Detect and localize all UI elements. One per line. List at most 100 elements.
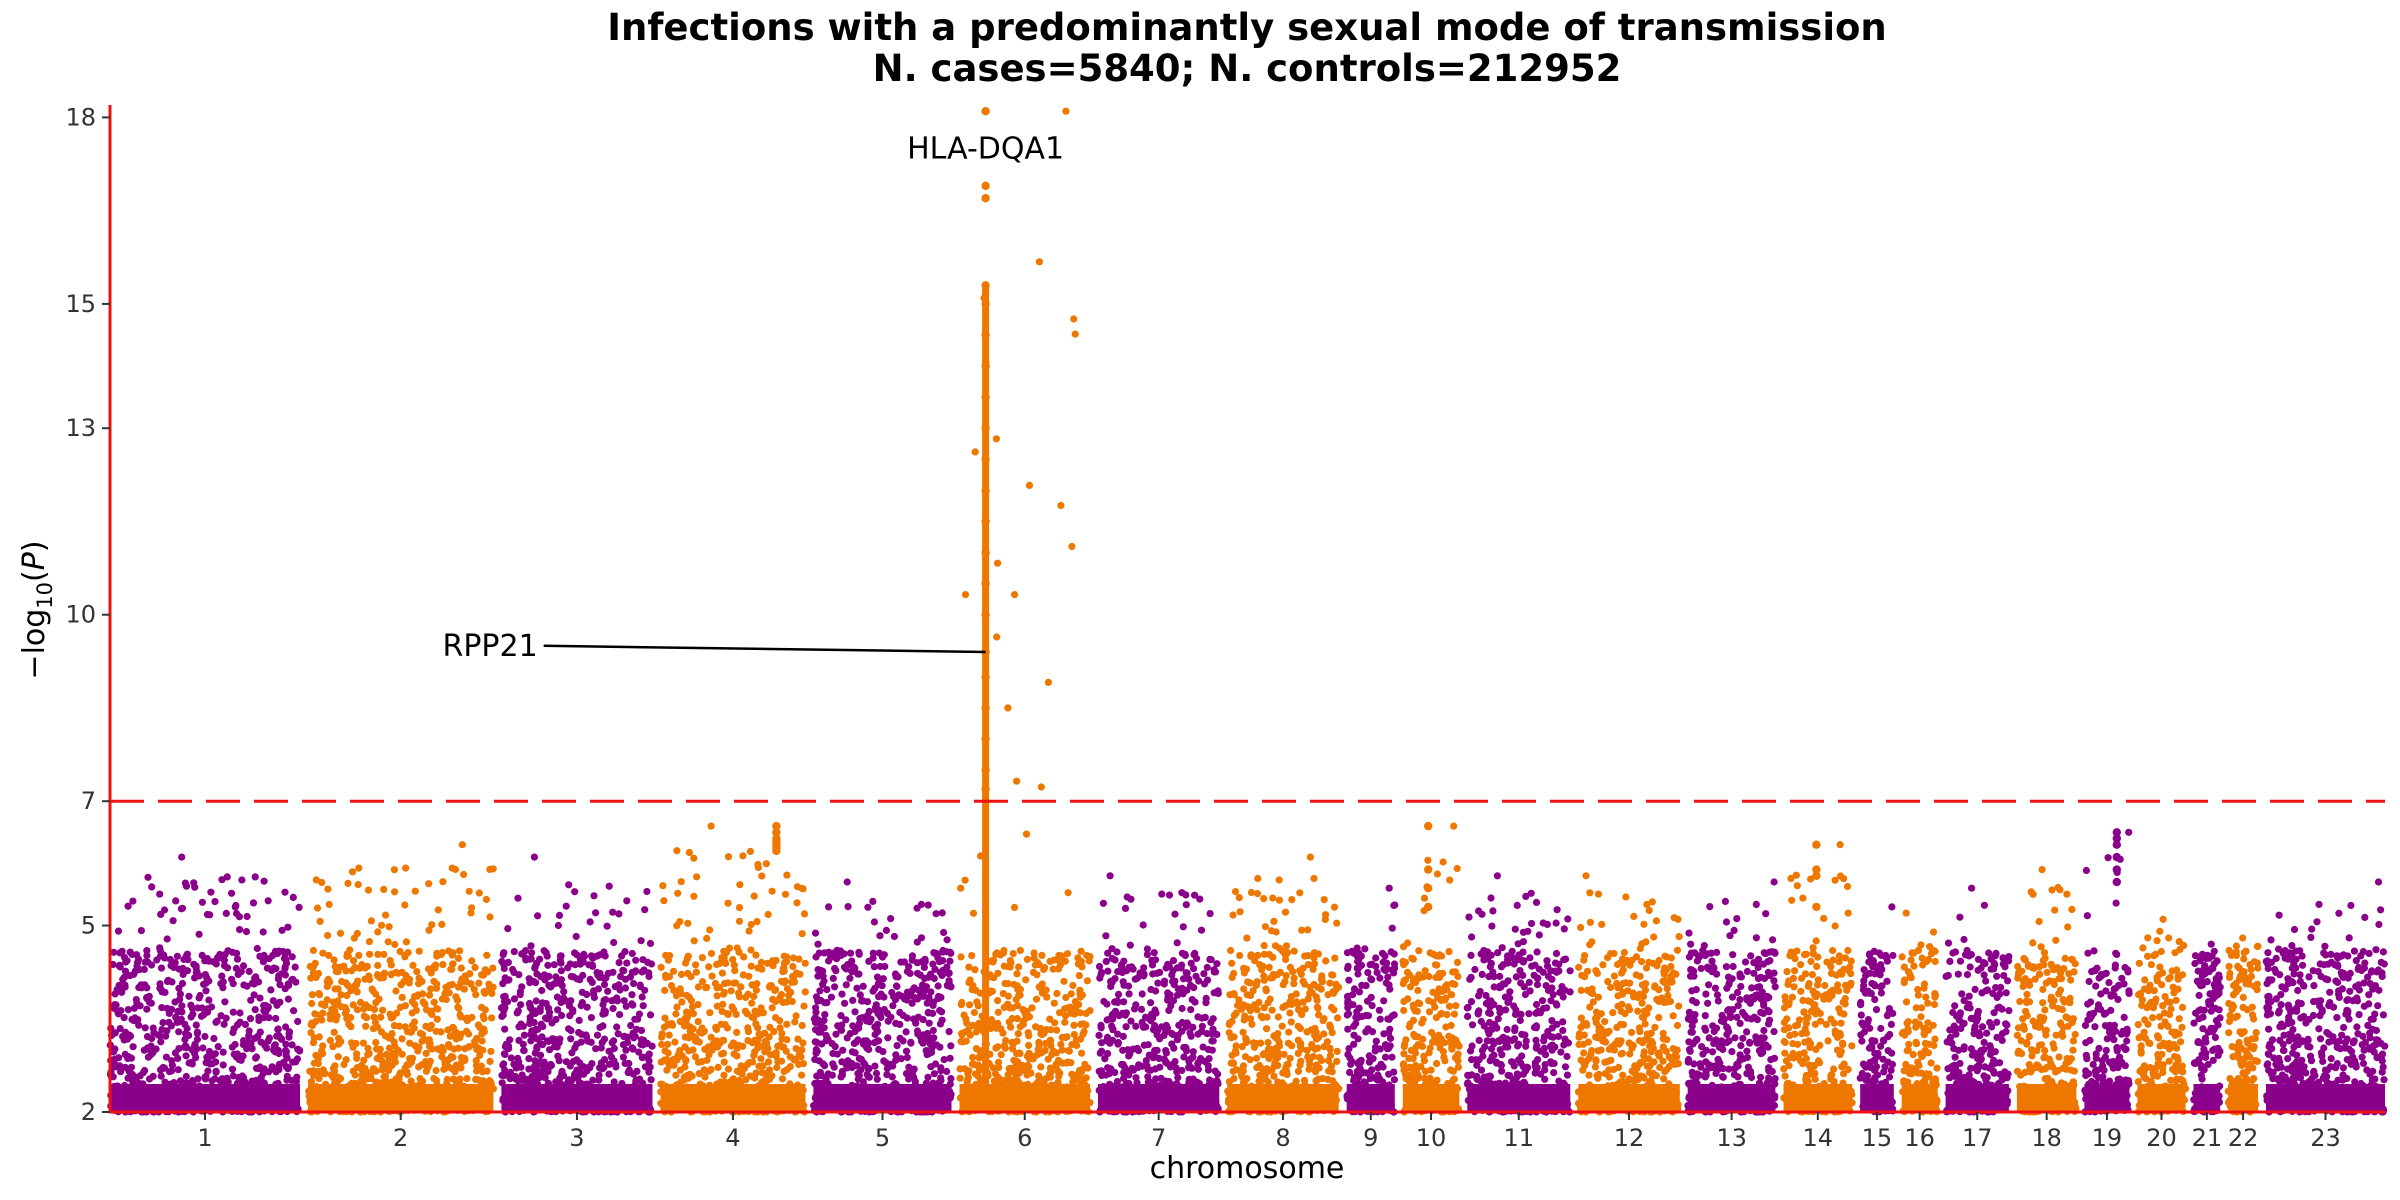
snp-point <box>772 1014 780 1022</box>
snp-point <box>360 1056 368 1064</box>
snp-point <box>1104 949 1112 957</box>
snp-point <box>353 979 361 988</box>
snp-point <box>1153 1046 1161 1054</box>
snp-point <box>129 1043 137 1051</box>
snp-point <box>178 1002 186 1010</box>
snp-point <box>178 853 186 861</box>
snp-point <box>838 990 846 998</box>
snp-point <box>1169 967 1177 975</box>
snp-point <box>383 1078 391 1086</box>
snp-point <box>639 1041 647 1049</box>
snp-point <box>439 961 447 969</box>
snp-point <box>789 962 797 971</box>
snp-point <box>465 887 473 895</box>
snp-point <box>1288 896 1296 904</box>
snp-point <box>1052 1060 1060 1068</box>
snp-point <box>450 1024 458 1032</box>
snp-point <box>994 1058 1003 1066</box>
snp-point <box>430 962 438 971</box>
snp-point <box>144 873 152 881</box>
snp-point <box>159 1064 167 1072</box>
snp-point <box>884 1017 892 1025</box>
snp-point <box>527 942 535 950</box>
snp-point <box>872 1001 880 1009</box>
snp-point <box>919 1039 927 1047</box>
snp-point <box>610 1078 618 1086</box>
snp-point <box>416 1029 424 1037</box>
snp-point <box>615 910 623 918</box>
snp-point <box>583 1003 591 1011</box>
snp-point <box>1257 1039 1265 1047</box>
snp-point <box>1326 979 1334 987</box>
snp-point <box>392 987 400 995</box>
snp-point <box>907 1038 915 1046</box>
snp-point <box>199 1044 207 1052</box>
snp-point <box>190 960 198 968</box>
snp-point <box>1260 942 1268 950</box>
snp-point <box>969 1053 977 1061</box>
chromosome-points-2 <box>305 841 497 1116</box>
snp-point <box>1294 1036 1302 1044</box>
snp-point <box>1211 1067 1219 1075</box>
snp-point <box>202 987 210 995</box>
snp-point <box>657 963 665 971</box>
snp-point <box>661 986 669 995</box>
snp-point <box>620 967 628 975</box>
snp-point <box>598 1039 606 1047</box>
snp-point <box>243 912 251 921</box>
snp-point <box>1265 963 1273 972</box>
snp-point <box>1282 972 1290 980</box>
snp-point <box>1253 1006 1261 1014</box>
snp-point <box>785 991 793 1000</box>
snp-point <box>974 1061 982 1069</box>
snp-point <box>504 958 512 967</box>
snp-point <box>682 1057 690 1065</box>
snp-point <box>334 1053 342 1061</box>
snp-point <box>504 998 512 1006</box>
snp-point <box>879 975 887 983</box>
snp-point <box>438 920 446 929</box>
snp-point <box>182 882 191 890</box>
snp-point <box>359 1039 367 1047</box>
snp-point <box>157 1038 165 1046</box>
snp-point <box>311 1010 319 1018</box>
snp-point <box>824 1070 832 1078</box>
snp-point <box>354 881 362 889</box>
snp-point <box>698 954 707 962</box>
snp-point <box>205 996 213 1004</box>
snp-point <box>542 949 550 957</box>
snp-point <box>267 986 275 994</box>
snp-point <box>747 946 755 954</box>
snp-point <box>751 1007 759 1015</box>
snp-point <box>593 1031 602 1039</box>
snp-point <box>666 952 674 960</box>
snp-point <box>1038 951 1046 960</box>
snp-point <box>700 1066 708 1074</box>
snp-point <box>744 1028 753 1036</box>
snp-point <box>780 979 788 987</box>
snp-point <box>752 1020 760 1028</box>
snp-point <box>1320 1043 1328 1051</box>
snp-point <box>1200 970 1208 978</box>
snp-point <box>766 983 774 991</box>
snp-point <box>1095 1031 1103 1039</box>
snp-point <box>158 1004 166 1012</box>
snp-point <box>441 989 449 998</box>
snp-point <box>411 1000 419 1009</box>
snp-point <box>478 1037 486 1045</box>
snp-point <box>897 1055 905 1063</box>
snp-point <box>368 985 376 993</box>
data-points <box>106 107 2389 1116</box>
snp-point <box>628 949 636 958</box>
snp-point <box>927 1063 935 1071</box>
snp-point <box>660 897 668 905</box>
snp-point <box>1230 1075 1238 1083</box>
snp-point <box>472 1057 480 1065</box>
snp-point <box>1270 917 1278 926</box>
snp-point <box>799 1039 807 1047</box>
snp-point <box>130 1004 138 1012</box>
snp-point <box>1086 953 1094 961</box>
snp-point <box>508 965 517 974</box>
snp-point <box>290 1007 298 1015</box>
snp-point <box>289 975 297 984</box>
